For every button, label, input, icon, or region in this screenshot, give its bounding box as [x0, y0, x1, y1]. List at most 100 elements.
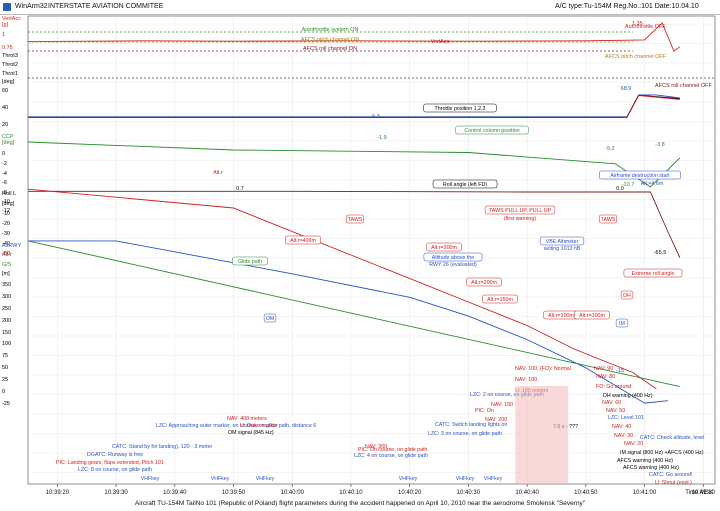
- value-label: -5.2: [605, 146, 614, 152]
- y-axis-label: 40: [2, 105, 8, 111]
- value-label: -65.5: [654, 250, 667, 256]
- event-label: LZC: 8 on course, on glide path: [78, 467, 152, 473]
- vhf-key-label: VHFkey: [141, 476, 160, 482]
- callout-box: [623, 268, 683, 278]
- callout-label: Alt.=4.6m: [641, 181, 664, 187]
- event-label: CATC: Go around!: [649, 472, 692, 478]
- event-label: AFCS warning (400 Hz): [617, 458, 673, 464]
- x-tick-label: 10:40:00: [281, 490, 305, 496]
- x-tick-label: 10:39:50: [222, 490, 246, 496]
- callout-label: setting 1013 hB: [544, 246, 581, 252]
- callout-label: IM: [619, 321, 625, 327]
- callout-label: RWY 26 (evaluated): [429, 262, 477, 268]
- y-axis-label: 200: [2, 318, 11, 324]
- value-label: -3.8: [655, 142, 664, 148]
- event-label: NAV: 50: [606, 408, 625, 414]
- callout-label: OM: [266, 316, 275, 322]
- value-label: 6.3: [372, 114, 380, 120]
- callout-label: VBE Altimeter: [546, 239, 579, 245]
- event-label: NAV: 150: [491, 402, 513, 408]
- vhf-key-label: VHFkey: [399, 476, 418, 482]
- event-label: LZC: Level 101: [608, 415, 644, 421]
- series-line-vertacc: [27, 22, 681, 52]
- top-annotation: AFCS pitch channel ON: [301, 37, 359, 43]
- app-name: WinArm32: [15, 3, 48, 10]
- y-axis-label: 20: [2, 122, 8, 128]
- top-annotation: Autothrottle OFF: [625, 24, 666, 30]
- callout-label: DH: [623, 293, 631, 299]
- callout-label: Altitude above the: [432, 255, 474, 261]
- x-tick-label: 10:41:00: [633, 490, 657, 496]
- callout-box: [484, 205, 556, 215]
- value-label: -1.9: [377, 135, 386, 141]
- event-label: NAV: 100: [515, 377, 537, 383]
- callout-label: Alt.r=200m: [471, 280, 497, 286]
- callout-box: [598, 214, 618, 224]
- event-label: AFCS warning (400 Hz): [623, 465, 679, 471]
- top-annotation: AFCS roll channel ON: [303, 46, 357, 52]
- event-label: DH warning (400 Hz): [603, 393, 653, 399]
- callout-label: Alt.r=400m: [290, 238, 316, 244]
- y-axis-label: 100: [2, 341, 11, 347]
- x-tick-label: 10:40:10: [339, 490, 363, 496]
- y-axis-label: [deg]: [2, 140, 15, 146]
- event-label: U: Outer marker: [240, 423, 278, 429]
- callout-label: Alt.r=300m: [431, 245, 457, 251]
- callout-box: [620, 290, 634, 300]
- x-tick-label: 10:39:30: [104, 490, 128, 496]
- callout-box: [423, 103, 497, 113]
- event-label: NAV: 40: [612, 424, 631, 430]
- y-axis-label: [m]: [2, 271, 10, 277]
- event-label: OM signal (845 Hz): [228, 430, 274, 436]
- y-axis-label: 50: [2, 365, 8, 371]
- y-axis-label: [deg]: [2, 79, 15, 85]
- x-tick-label: 10:39:20: [46, 490, 70, 496]
- event-label: NAV: 80: [596, 374, 615, 380]
- series-line-roll-l: [28, 190, 681, 258]
- y-axis-label: 150: [2, 330, 11, 336]
- callout-box: [423, 252, 483, 262]
- top-annotation: AFCS roll channel OFF: [655, 83, 712, 89]
- y-axis-label: 300: [2, 294, 11, 300]
- series-line-glide-path: [27, 240, 680, 388]
- event-label: CATC: Stand by for landing), 120 - 3 met…: [112, 444, 213, 450]
- title-bar: WinArm32 INTERSTATE AVIATION COMMITEE A/…: [0, 0, 720, 15]
- callout-label: Extreme roll angle: [632, 271, 675, 277]
- top-annotation: AFCS pitch channel OFF: [605, 54, 667, 60]
- y-axis-label: 75: [2, 353, 8, 359]
- callout-box: [285, 235, 321, 245]
- callout-label: Glide path: [238, 259, 262, 265]
- event-label: FO: Go around: [596, 384, 631, 390]
- series-line-ccp: [27, 141, 681, 188]
- shaded-region: [515, 386, 569, 484]
- y-axis-label: 250: [2, 306, 11, 312]
- flight-data-chart: 10:39:20 10:39:30 10:39:40 10:39:50 10:40:00…: [2, 15, 716, 496]
- callout-box: [539, 236, 585, 246]
- callout-box: [345, 214, 365, 224]
- event-label: NAV: 90: [594, 366, 613, 372]
- callout-box: [599, 170, 681, 180]
- event-label: U: Shout (expl.): [655, 480, 692, 486]
- aircraft-info: A/C type:Tu-154M Reg.No.:101 Date:10.04.…: [555, 3, 699, 10]
- event-label: NAV: 200: [485, 417, 507, 423]
- event-label: LZC: 2 on course, on glide path: [470, 392, 544, 398]
- vhf-key-label: VHFkey: [456, 476, 475, 482]
- x-tick-label: 10:40:20: [398, 490, 422, 496]
- value-label: -15: [616, 368, 624, 374]
- callout-label: Airframe destruction start: [610, 173, 670, 179]
- event-label: NAV: 100, (FO): Normal: [515, 366, 571, 372]
- vhf-key-label: VHFkey: [484, 476, 503, 482]
- event-label: LZC: 3 on course, on glide path: [428, 431, 502, 437]
- event-label: LZC: Approaching outer marker, on course…: [156, 423, 316, 429]
- callout-label: TAWS PULL UP, PULL UP: [489, 208, 552, 214]
- event-label: PIC: On course, on glide path: [358, 447, 428, 453]
- callout-box: [482, 294, 518, 304]
- x-axis-label: Time MSK: [685, 490, 713, 496]
- callout-label: TAWS: [601, 217, 616, 223]
- callout-box: [455, 125, 529, 135]
- y-axis-label: 25: [2, 377, 8, 383]
- event-label: CATC: Switch landing lights on: [435, 422, 507, 428]
- y-axis-label: -40: [2, 241, 10, 247]
- y-axis-label: 0: [2, 151, 5, 157]
- event-label: PIC: On: [475, 408, 494, 414]
